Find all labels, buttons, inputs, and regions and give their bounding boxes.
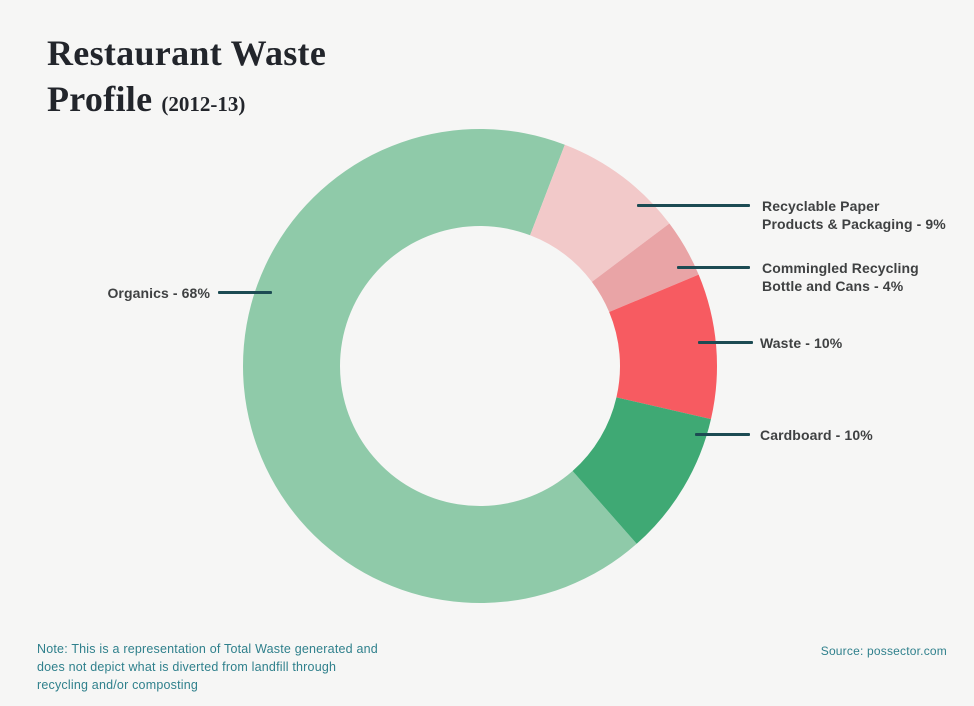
title-line-2: Profile: [47, 79, 153, 119]
donut-segment-recyclable-paper-products-packaging: [530, 144, 670, 282]
title-year-suffix: (2012-13): [161, 92, 246, 116]
note-text: Note: This is a representation of Total …: [37, 642, 378, 692]
callout-label-cardboard: Cardboard - 10%: [760, 427, 873, 443]
donut-segment-cardboard: [572, 397, 711, 544]
title-line-1: Restaurant Waste: [47, 33, 327, 73]
leader-line-cardboard: [695, 433, 750, 436]
leader-line-commingled: [677, 266, 750, 269]
leader-line-waste: [698, 341, 753, 344]
leader-line-recyclable-paper: [637, 204, 750, 207]
callout-label-organics: Organics - 68%: [107, 285, 210, 301]
donut-segment-organics: [242, 129, 637, 604]
callout-label-waste: Waste - 10%: [760, 335, 843, 351]
callout-label-commingled: Commingled Recycling Bottle and Cans - 4…: [762, 260, 919, 294]
source-text: Source: possector.com: [820, 644, 947, 658]
donut-segment-waste: [609, 274, 718, 420]
callout-label-recyclable-paper: Recyclable Paper Products & Packaging - …: [762, 198, 946, 232]
page-title: Restaurant Waste Profile (2012-13): [47, 30, 326, 127]
leader-line-organics: [218, 291, 272, 294]
